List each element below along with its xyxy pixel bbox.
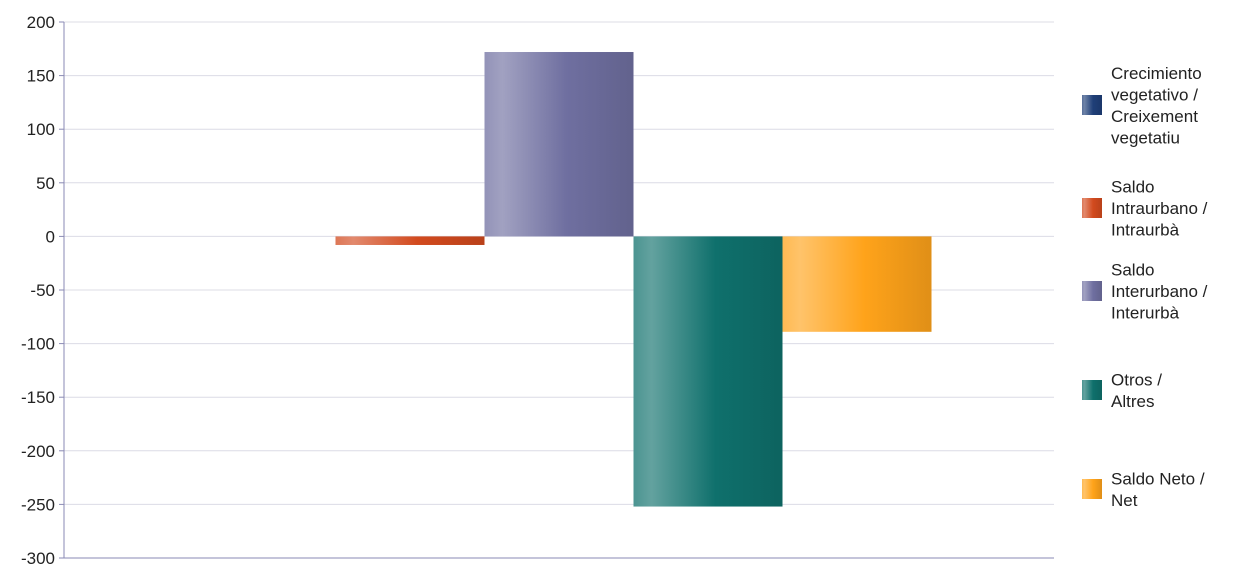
y-tick-label: 150 bbox=[27, 67, 55, 86]
bar-2 bbox=[484, 52, 634, 237]
y-tick-label: 50 bbox=[36, 174, 55, 193]
legend-label-3: Otros / Altres bbox=[1111, 370, 1162, 411]
y-tick-label: 0 bbox=[46, 227, 55, 246]
legend-label-0: Crecimiento vegetativo / Creixement vegetat… bbox=[1111, 64, 1202, 148]
legend-label-4: Saldo Neto / Net bbox=[1111, 469, 1205, 510]
bar-1 bbox=[335, 236, 485, 245]
legend-swatch-0 bbox=[1082, 95, 1102, 115]
bars bbox=[335, 52, 932, 507]
y-tick-label: -50 bbox=[30, 281, 55, 300]
bar-3 bbox=[633, 236, 783, 507]
legend: Crecimiento vegetativo / Creixement vegetat… bbox=[1082, 64, 1208, 510]
legend-swatch-3 bbox=[1082, 380, 1102, 400]
legend-label-1: Saldo Intraurbano / Intraurbà bbox=[1111, 178, 1208, 240]
y-tick-label: -100 bbox=[21, 335, 55, 354]
legend-swatch-2 bbox=[1082, 281, 1102, 301]
legend-swatch-1 bbox=[1082, 198, 1102, 218]
y-tick-label: -200 bbox=[21, 442, 55, 461]
y-tick-label: -250 bbox=[21, 495, 55, 514]
y-axis-ticks: 200 150 100 50 0 -50 -100 -150 -200 -250 -300 bbox=[21, 13, 64, 566]
y-tick-label: -150 bbox=[21, 388, 55, 407]
y-tick-label: -300 bbox=[21, 549, 55, 566]
bar-4 bbox=[782, 236, 932, 332]
y-tick-label: 200 bbox=[27, 13, 55, 32]
legend-swatch-4 bbox=[1082, 479, 1102, 499]
legend-label-2: Saldo Interurbano / Interurbà bbox=[1111, 261, 1208, 323]
y-tick-label: 100 bbox=[27, 120, 55, 139]
